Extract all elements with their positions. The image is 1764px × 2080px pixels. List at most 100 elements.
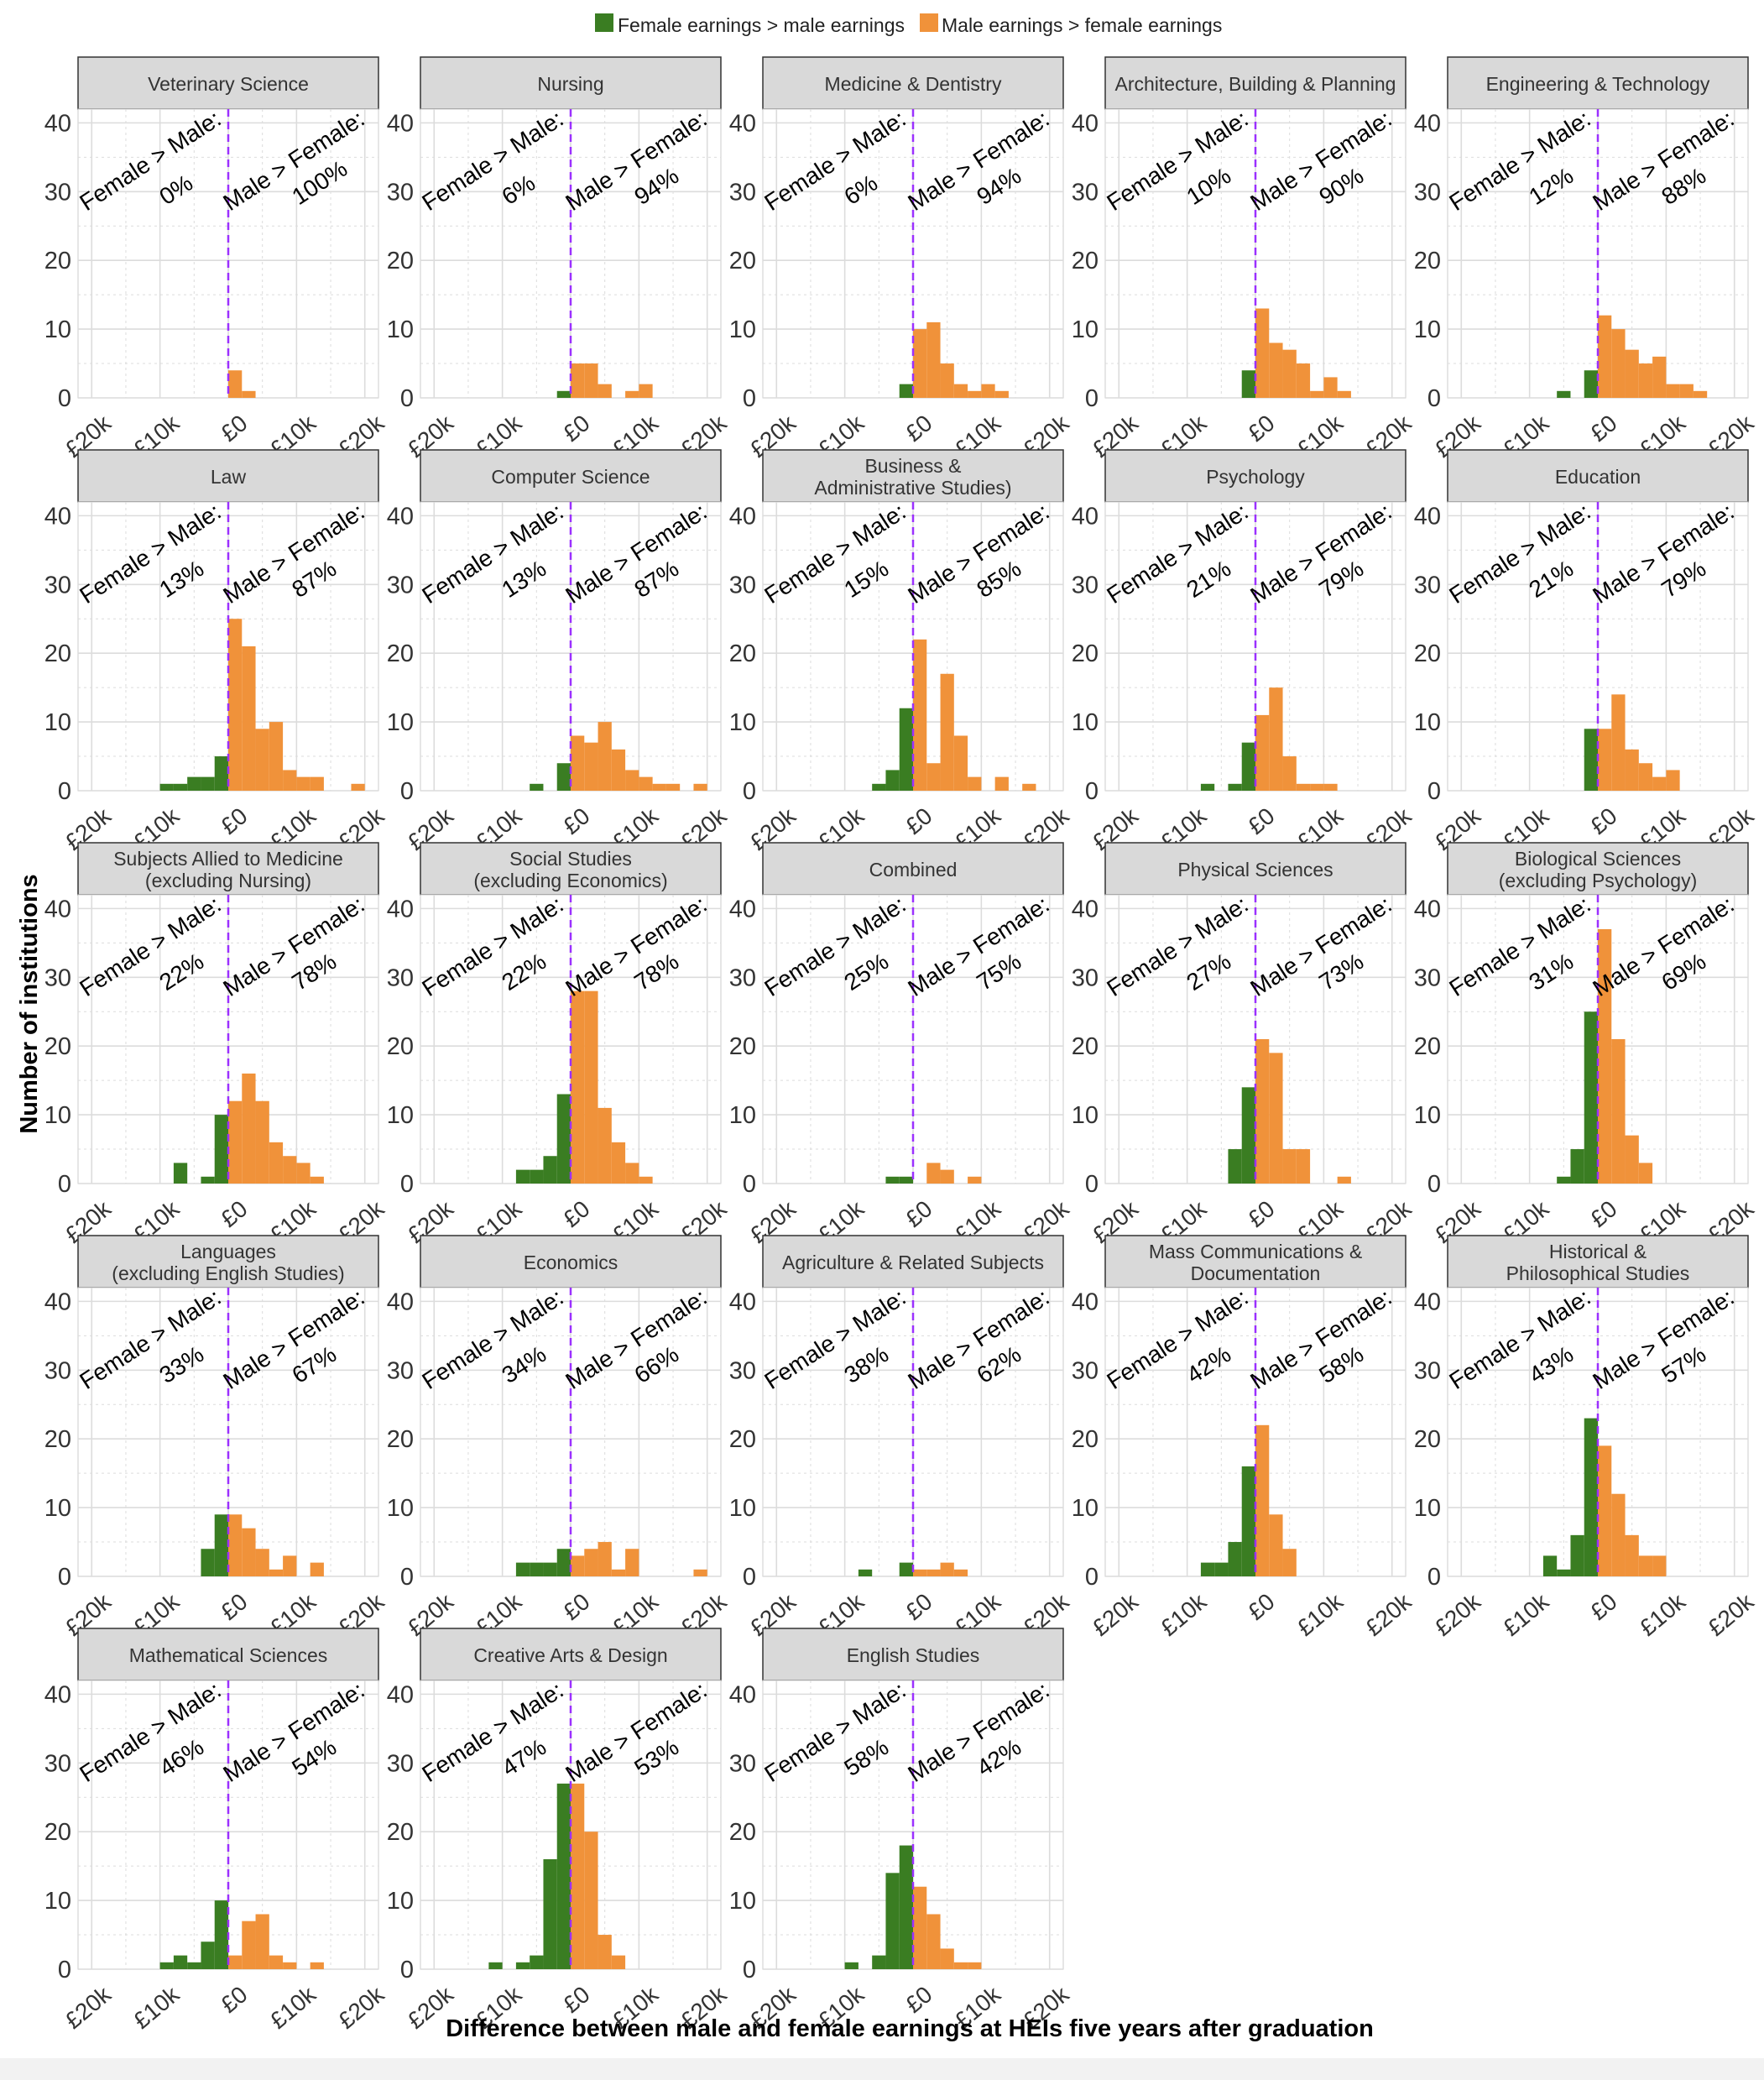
x-tick-label: £0	[216, 802, 253, 839]
x-tick-label: £10k	[1292, 1588, 1349, 1641]
bottom-strip	[0, 2058, 1764, 2080]
x-tick-label: £0	[1243, 1588, 1280, 1625]
bar-male	[940, 1562, 954, 1576]
facet-title: Philosophical Studies	[1506, 1262, 1690, 1284]
x-tick-label: £0	[900, 1981, 937, 2018]
bar-male	[269, 1142, 284, 1184]
y-tick-label: 10	[729, 1888, 756, 1915]
bar-male	[310, 776, 324, 791]
facet-title: Mathematical Sciences	[129, 1644, 328, 1666]
bar-male	[242, 1921, 256, 1969]
y-tick-label: 0	[1085, 385, 1099, 412]
facet-title: Administrative Studies)	[814, 477, 1011, 499]
bar-male	[598, 1542, 612, 1576]
bar-male	[665, 783, 681, 791]
y-tick-label: 30	[729, 1750, 756, 1777]
bar-male	[940, 1169, 954, 1184]
bar-male	[283, 1555, 297, 1576]
y-tick-label: 30	[44, 964, 71, 991]
bar-female	[159, 1962, 174, 1969]
facet-title: Computer Science	[491, 466, 650, 488]
y-tick-label: 40	[1072, 896, 1099, 922]
bar-male	[283, 1962, 297, 1969]
bar-female	[1241, 1466, 1255, 1576]
y-tick-label: 30	[387, 179, 414, 206]
y-tick-label: 20	[1072, 1426, 1099, 1453]
y-tick-label: 20	[1072, 640, 1099, 667]
bar-male	[242, 1073, 256, 1184]
bar-male	[940, 363, 954, 398]
x-tick-label: £20k	[333, 1981, 389, 2034]
bar-male	[913, 329, 927, 398]
y-tick-label: 40	[44, 896, 71, 922]
y-tick-label: 0	[743, 1171, 756, 1198]
y-tick-label: 40	[729, 896, 756, 922]
bar-male	[1282, 756, 1297, 791]
bar-female	[858, 1569, 873, 1576]
legend: Female earnings > male earnings Male ear…	[595, 13, 1222, 36]
bar-female	[1584, 370, 1598, 398]
panel-19: Mass Communications &Documentation 0 10 20 3…	[1072, 1235, 1417, 1641]
y-tick-label: 10	[1414, 316, 1441, 343]
bar-female	[556, 390, 571, 398]
y-tick-label: 40	[729, 110, 756, 137]
bar-male	[1666, 384, 1680, 398]
bar-female	[201, 1549, 215, 1576]
y-tick-label: 20	[387, 1033, 414, 1060]
y-tick-label: 0	[743, 1564, 756, 1591]
bar-male	[571, 990, 585, 1184]
y-tick-label: 0	[1085, 1564, 1099, 1591]
bar-female	[214, 1900, 228, 1969]
x-tick-label: £10k	[265, 1981, 321, 2034]
facet-strip	[77, 56, 379, 110]
y-tick-label: 20	[1414, 640, 1441, 667]
bar-female	[1557, 1176, 1571, 1184]
bar-male	[228, 1955, 243, 1969]
bar-male	[1625, 349, 1639, 398]
bar-male	[1269, 1053, 1283, 1184]
panel-15: Biological Sciences(excluding Psychology…	[1414, 842, 1759, 1248]
bar-male	[242, 646, 256, 791]
y-tick-label: 30	[44, 1750, 71, 1777]
facet-strip	[1104, 56, 1407, 110]
y-tick-label: 30	[44, 1357, 71, 1384]
y-tick-label: 40	[729, 1288, 756, 1315]
facet-title: Subjects Allied to Medicine	[113, 848, 343, 870]
y-tick-label: 20	[1414, 1033, 1441, 1060]
bar-male	[953, 384, 968, 398]
bar-female	[899, 1845, 913, 1969]
bar-female	[530, 1562, 544, 1576]
x-tick-label: £20k	[1088, 1588, 1144, 1641]
facet-strip	[77, 449, 379, 503]
bar-female	[530, 1169, 544, 1184]
facet-title: Medicine & Dentistry	[825, 73, 1002, 95]
y-tick-label: 40	[729, 1681, 756, 1708]
bar-female	[488, 1962, 503, 1969]
facet-strip	[1447, 449, 1749, 503]
y-tick-label: 10	[1072, 1495, 1099, 1522]
y-tick-label: 0	[743, 385, 756, 412]
bar-female	[1542, 1555, 1558, 1576]
x-axis-title: Difference between male and female earni…	[446, 2015, 1374, 2042]
bar-female	[1228, 783, 1242, 791]
y-tick-label: 0	[1427, 1564, 1441, 1591]
bar-female	[1570, 1534, 1584, 1576]
bar-male	[1625, 1534, 1639, 1576]
x-tick-label: £0	[1585, 410, 1622, 447]
y-tick-label: 40	[44, 110, 71, 137]
bar-female	[530, 783, 544, 791]
y-tick-label: 0	[400, 778, 414, 805]
y-tick-label: 10	[1072, 1102, 1099, 1129]
bar-male	[242, 390, 256, 398]
facet-title: Documentation	[1191, 1262, 1321, 1284]
bar-male	[296, 776, 311, 791]
bar-male	[1269, 342, 1283, 398]
panel-18: Agriculture & Related Subjects 0 10 20 30 40 £…	[729, 1235, 1074, 1641]
bar-female	[173, 783, 188, 791]
